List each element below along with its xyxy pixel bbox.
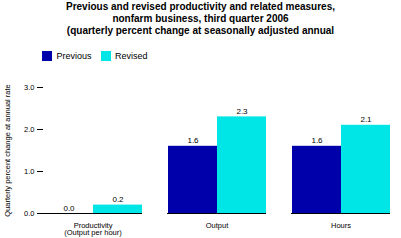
- svg-text:0.0: 0.0: [24, 208, 34, 217]
- svg-text:0.0: 0.0: [63, 203, 75, 212]
- svg-text:3.0: 3.0: [24, 82, 34, 91]
- svg-text:Quarterly percent change at an: Quarterly percent change at annual rate: [3, 84, 12, 217]
- svg-text:1.6: 1.6: [187, 136, 199, 145]
- html-text:Previous: Previous: [56, 50, 92, 61]
- svg-text:Hours: Hours: [331, 220, 351, 229]
- html-text:Revised: Revised: [115, 50, 148, 61]
- svg-text:Output: Output: [206, 220, 229, 229]
- svg-text:1.6: 1.6: [311, 136, 323, 145]
- html-text:Previous and revised productiv: Previous and revised productivity and re…: [66, 1, 335, 36]
- svg-text:Productivity(Output per hour): Productivity(Output per hour): [64, 220, 122, 237]
- svg-text:2.3: 2.3: [236, 106, 248, 115]
- svg-text:1.0: 1.0: [24, 166, 34, 175]
- svg-text:2.0: 2.0: [24, 124, 34, 133]
- svg-text:0.2: 0.2: [112, 195, 124, 204]
- svg-text:2.1: 2.1: [360, 115, 372, 124]
